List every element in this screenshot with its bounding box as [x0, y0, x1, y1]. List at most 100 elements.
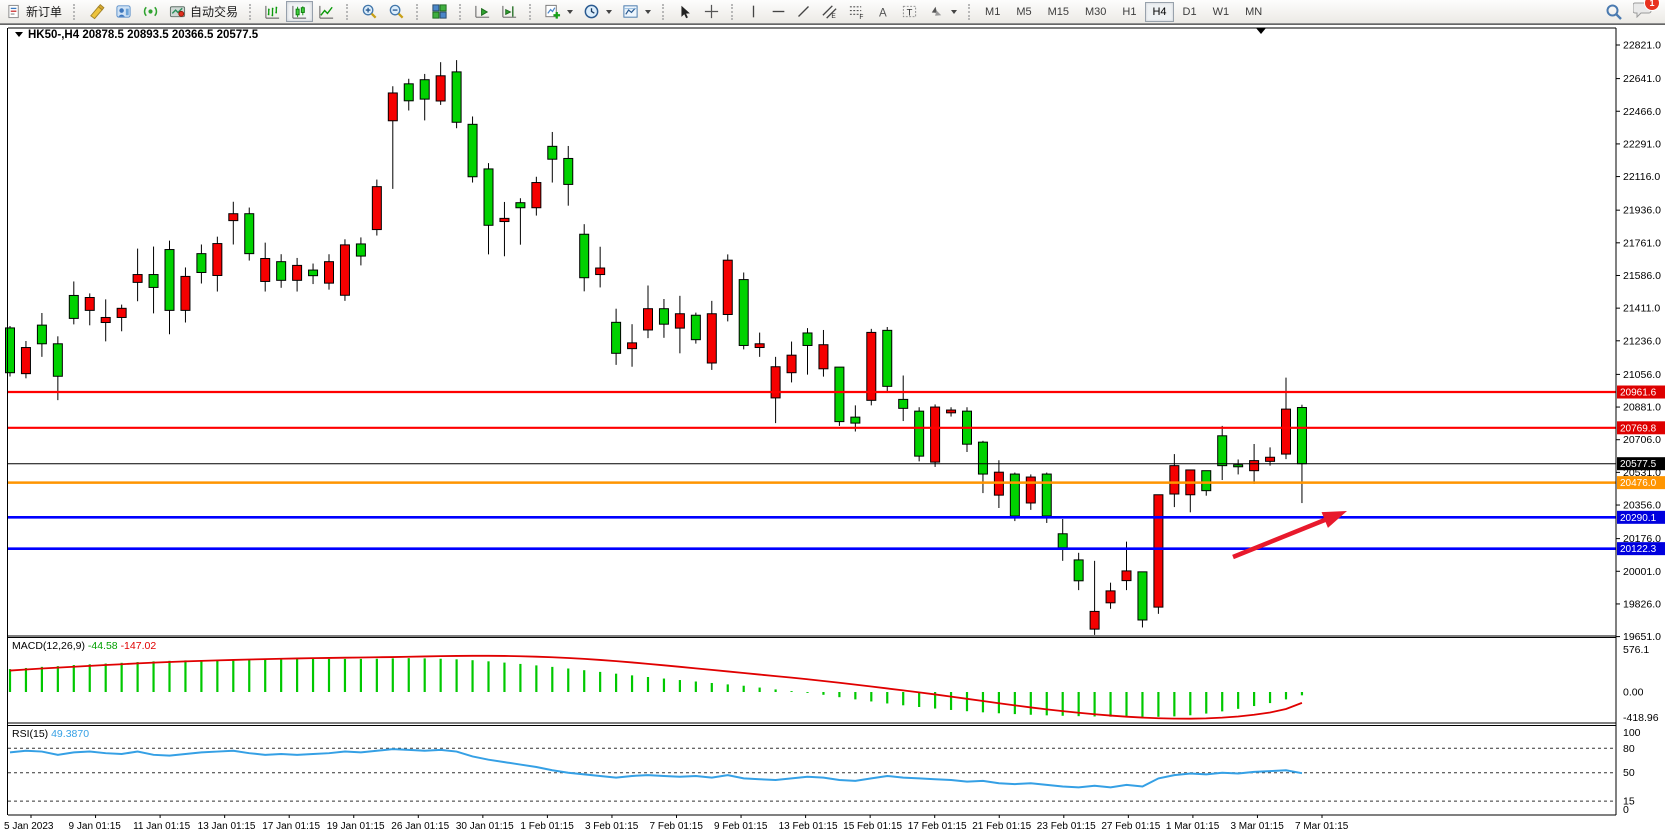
- crosshair-tool-button[interactable]: [698, 1, 725, 22]
- rsi-axis-label: 0: [1623, 804, 1629, 816]
- period-clock-button[interactable]: [578, 1, 617, 22]
- candle-down: [547, 145, 558, 160]
- label-icon: T: [902, 5, 917, 18]
- candle-down: [36, 324, 47, 345]
- toolbar-grip: [662, 3, 667, 20]
- timeframe-D1[interactable]: D1: [1176, 2, 1204, 22]
- candle-up: [84, 297, 95, 311]
- add-indicator-icon: [545, 4, 561, 19]
- fibonacci-tool-button[interactable]: F: [843, 1, 870, 22]
- label-tool-button[interactable]: T: [896, 1, 923, 22]
- candle-down: [1233, 464, 1244, 468]
- auto-trading-button[interactable]: 自动交易: [164, 1, 243, 22]
- chart-shift-marker[interactable]: [1256, 28, 1266, 34]
- candle-up: [866, 331, 877, 401]
- candle-down: [244, 213, 255, 255]
- candle-up: [1169, 465, 1180, 495]
- template-button[interactable]: [617, 1, 656, 22]
- candle-down: [1296, 407, 1307, 465]
- bar-chart-mode-button[interactable]: [259, 1, 286, 22]
- timeframe-M30[interactable]: M30: [1078, 2, 1113, 22]
- time-axis[interactable]: 5 Jan 2023 9 Jan 01:15 11 Jan 01:15 13 Jan …: [4, 815, 1349, 832]
- price-tag-label: 20769.8: [1620, 423, 1657, 434]
- candlestick-chart-icon: [292, 5, 307, 19]
- zoom-in-button[interactable]: [356, 1, 383, 22]
- candle-up: [324, 261, 334, 284]
- price-chart[interactable]: 22821.0 22641.0 22466.0 22291.0 22116.0 21936…: [0, 24, 1665, 840]
- community-button[interactable]: [110, 1, 137, 22]
- price-axis[interactable]: 22821.0 22641.0 22466.0 22291.0 22116.0 21936…: [1615, 28, 1665, 815]
- line-chart-mode-button[interactable]: [313, 1, 340, 22]
- price-tag-label: 20961.6: [1620, 388, 1657, 399]
- candle-up: [292, 264, 303, 281]
- notifications-button[interactable]: 1: [1632, 0, 1660, 23]
- candle-up: [818, 344, 829, 370]
- signal-button[interactable]: [137, 1, 164, 22]
- arrows-tool-button[interactable]: [923, 1, 962, 22]
- timeframe-M5[interactable]: M5: [1009, 2, 1038, 22]
- time-label: 13 Feb 01:15: [779, 821, 838, 832]
- candle-up: [435, 75, 446, 102]
- timeframe-H1[interactable]: H1: [1115, 2, 1143, 22]
- axis-tick-label: 19826.0: [1623, 598, 1661, 610]
- rsi-axis-label: 100: [1623, 727, 1641, 739]
- cursor-tool-button[interactable]: [672, 1, 698, 22]
- fibonacci-icon: F: [849, 6, 863, 20]
- chart-title: HK50-,H4 20878.5 20893.5 20366.5 20577.5: [15, 29, 259, 41]
- time-label: 3 Mar 01:15: [1230, 821, 1284, 832]
- price-tag: [1617, 385, 1665, 399]
- horizontal-line-tool-button[interactable]: [766, 1, 791, 22]
- channel-tool-button[interactable]: E: [816, 1, 843, 22]
- search-icon[interactable]: [1605, 3, 1623, 21]
- macd-label: MACD(12,26,9) -44.58 -147.02: [12, 640, 156, 652]
- candle-up: [786, 354, 797, 374]
- arrow-head: [1321, 511, 1347, 528]
- trendline-tool-button[interactable]: [791, 1, 816, 22]
- candle-down: [1057, 533, 1068, 549]
- candle-up: [754, 343, 765, 349]
- trendline-icon: [798, 6, 810, 17]
- zoom-out-button[interactable]: [383, 1, 410, 22]
- auto-scroll-button[interactable]: [469, 1, 496, 22]
- price-tag: [1617, 421, 1665, 435]
- trend-arrow[interactable]: [1232, 511, 1347, 560]
- tile-windows-button[interactable]: [426, 1, 453, 22]
- timeframe-M1[interactable]: M1: [978, 2, 1007, 22]
- candle-up: [20, 347, 31, 375]
- timeframe-W1[interactable]: W1: [1206, 2, 1237, 22]
- candle-up: [499, 217, 510, 223]
- candle-down: [308, 269, 319, 277]
- notification-badge: 1: [1644, 0, 1660, 11]
- candle-down: [1217, 435, 1228, 467]
- candle-down: [276, 261, 287, 281]
- text-icon: A: [879, 7, 887, 19]
- timeframe-MN[interactable]: MN: [1238, 2, 1269, 22]
- axis-tick-label: 21056.0: [1623, 369, 1661, 381]
- crayon-button[interactable]: [83, 1, 110, 22]
- auto-scroll-icon: [475, 5, 490, 18]
- candle-down: [914, 410, 925, 457]
- symbol-collapse-icon[interactable]: [15, 32, 23, 37]
- candle-up: [180, 275, 191, 311]
- candle-up: [627, 342, 638, 350]
- time-label: 11 Jan 01:15: [133, 821, 191, 832]
- candle-up: [930, 406, 941, 463]
- add-indicator-button[interactable]: [539, 1, 578, 22]
- candle-down: [834, 366, 845, 423]
- horizontal-line-icon: [772, 10, 785, 13]
- time-label: 19 Jan 01:15: [327, 821, 385, 832]
- axis-tick-label: 22466.0: [1623, 106, 1661, 118]
- vertical-line-tool-button[interactable]: [741, 1, 766, 22]
- candlestick-chart-mode-button[interactable]: [286, 1, 314, 22]
- candle-down: [68, 294, 79, 319]
- new-order-button[interactable]: 新订单: [2, 1, 67, 22]
- timeframe-H4[interactable]: H4: [1145, 1, 1174, 22]
- chart-window[interactable]: 22821.0 22641.0 22466.0 22291.0 22116.0 21936…: [0, 24, 1665, 840]
- timeframe-M15[interactable]: M15: [1041, 2, 1076, 22]
- time-label: 13 Jan 01:15: [198, 821, 256, 832]
- text-tool-button[interactable]: A: [870, 1, 896, 22]
- chart-shift-button[interactable]: [496, 1, 523, 22]
- rsi-axis-label: 50: [1623, 767, 1635, 779]
- channel-icon: E: [822, 5, 837, 20]
- axis-tick-label: 20001.0: [1623, 566, 1661, 578]
